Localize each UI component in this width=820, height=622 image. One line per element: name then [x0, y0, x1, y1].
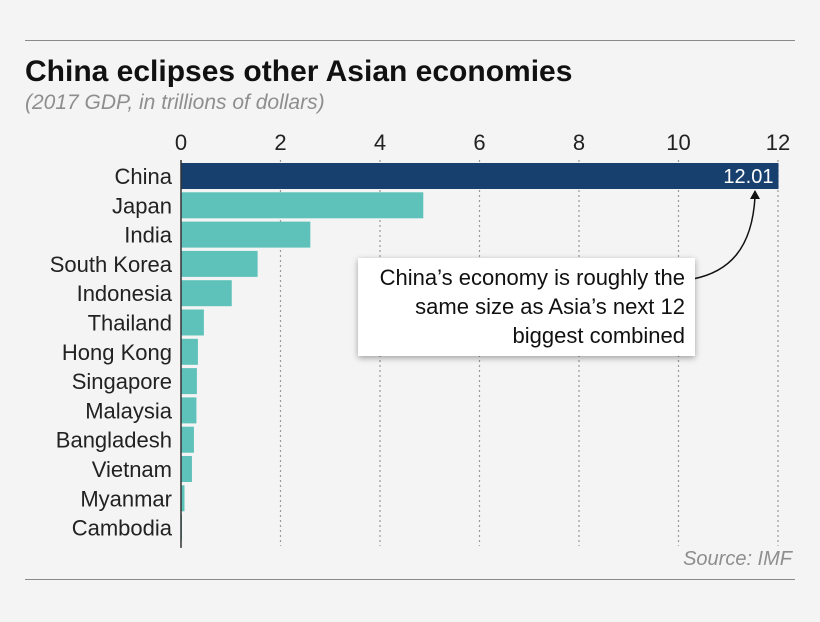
bar-japan	[181, 192, 424, 219]
category-label: Cambodia	[72, 516, 173, 541]
x-tick-label: 10	[666, 130, 690, 155]
category-label: China	[115, 164, 173, 189]
chart-title: China eclipses other Asian economies	[25, 55, 573, 88]
arrow-curve	[692, 196, 756, 280]
bars: 12.01	[181, 163, 779, 541]
category-label: India	[124, 223, 172, 248]
category-label: Hong Kong	[62, 340, 172, 365]
top-rule	[25, 40, 795, 41]
bar-india	[181, 221, 311, 248]
arrow-head	[750, 190, 760, 199]
bar-indonesia	[181, 280, 232, 307]
bottom-rule	[25, 579, 795, 580]
category-label: Malaysia	[85, 398, 173, 423]
category-label: Indonesia	[77, 281, 173, 306]
bar-bangladesh	[181, 426, 194, 453]
x-tick-label: 12	[766, 130, 790, 155]
annotation-arrow	[692, 190, 760, 280]
x-tick-label: 0	[175, 130, 187, 155]
bar-vietnam	[181, 456, 192, 482]
source-note: Source: IMF	[683, 548, 792, 570]
x-tick-label: 4	[374, 130, 386, 155]
category-label: South Korea	[50, 252, 173, 277]
category-label: Japan	[112, 193, 172, 218]
bar-value-label: 12.01	[723, 166, 773, 188]
category-labels: China Japan India South Korea Indonesia Thail…	[50, 164, 173, 541]
annotation-callout: China’s economy is roughly the same size…	[358, 258, 695, 356]
category-label: Thailand	[88, 311, 172, 336]
gridlines	[279, 160, 779, 546]
bar-china	[181, 163, 779, 189]
bar-thailand	[181, 309, 204, 336]
x-axis-ticks: 0 2 4 6 8 10 12	[175, 130, 790, 155]
category-label: Myanmar	[80, 486, 172, 511]
x-tick-label: 6	[473, 130, 485, 155]
bar-malaysia	[181, 397, 197, 424]
category-label: Vietnam	[92, 457, 172, 482]
category-label: Singapore	[72, 369, 172, 394]
bar-hong-kong	[181, 338, 198, 365]
x-tick-label: 2	[274, 130, 286, 155]
chart-subtitle: (2017 GDP, in trillions of dollars)	[25, 91, 325, 114]
bar-singapore	[181, 368, 197, 395]
x-tick-label: 8	[573, 130, 585, 155]
bar-myanmar	[181, 485, 185, 512]
bar-south-korea	[181, 250, 258, 277]
category-label: Bangladesh	[56, 428, 172, 453]
